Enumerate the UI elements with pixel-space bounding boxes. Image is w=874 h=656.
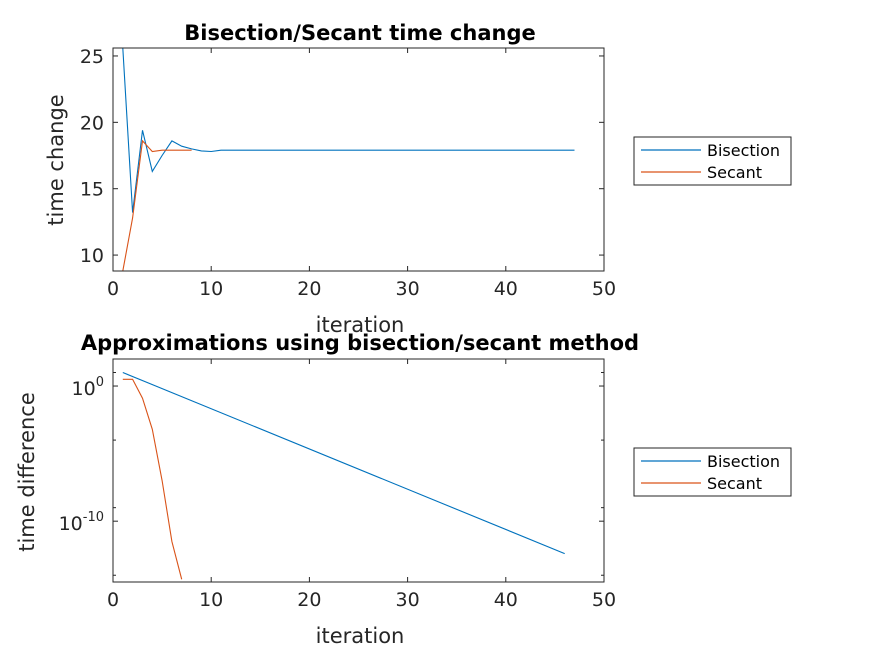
chart-2-title: Approximations using bisection/secant me… (81, 331, 639, 355)
x-tick-label: 0 (107, 589, 119, 611)
y-tick-label: 20 (80, 112, 104, 134)
x-tick-label: 40 (494, 589, 518, 611)
chart-1-legend: Bisection Secant (633, 136, 792, 186)
chart-2-legend: Bisection Secant (633, 447, 792, 497)
series-line-bisection (122, 48, 575, 213)
chart-1-series (122, 48, 575, 271)
chart-1: Bisection/Secant time change 0 10 20 30 40 50… (44, 21, 792, 337)
chart-1-xlabel: iteration (316, 313, 405, 337)
y-tick-label: 10 (80, 245, 104, 267)
chart-1-plot-area (113, 48, 604, 271)
chart-2-ticks: 0 10 20 30 40 50 100 10-10 (59, 359, 616, 611)
chart-2-ylabel: time difference (15, 392, 39, 552)
chart-2-series (122, 371, 565, 580)
x-tick-label: 30 (396, 278, 420, 300)
x-tick-label: 10 (199, 278, 223, 300)
y-tick-label: 25 (80, 46, 104, 68)
series-line-bisection (122, 371, 565, 555)
x-tick-label: 20 (297, 278, 321, 300)
chart-2-legend-box (633, 447, 792, 497)
x-tick-label: 40 (494, 278, 518, 300)
chart-2: Approximations using bisection/secant me… (15, 331, 792, 648)
x-tick-label: 30 (396, 589, 420, 611)
chart-2-legend-label-secant: Secant (707, 474, 762, 493)
x-tick-label: 20 (297, 589, 321, 611)
x-tick-label: 10 (199, 589, 223, 611)
chart-2-plot-area (113, 359, 604, 582)
y-tick-label: 100 (72, 375, 104, 400)
x-tick-label: 50 (592, 589, 616, 611)
chart-1-legend-label-bisection: Bisection (707, 141, 780, 160)
chart-2-xlabel: iteration (316, 624, 405, 648)
series-line-secant (122, 378, 183, 580)
chart-1-legend-label-secant: Secant (707, 163, 762, 182)
chart-2-axes-box (112, 358, 605, 583)
x-tick-label: 0 (107, 278, 119, 300)
y-tick-label: 15 (80, 179, 104, 201)
chart-1-ylabel: time change (44, 94, 68, 225)
chart-1-axes-box (112, 47, 605, 272)
x-tick-label: 50 (592, 278, 616, 300)
y-tick-label: 10-10 (59, 510, 104, 535)
chart-1-legend-box (633, 136, 792, 186)
series-line-secant (122, 139, 192, 271)
chart-1-title: Bisection/Secant time change (184, 21, 535, 45)
chart-2-legend-label-bisection: Bisection (707, 452, 780, 471)
